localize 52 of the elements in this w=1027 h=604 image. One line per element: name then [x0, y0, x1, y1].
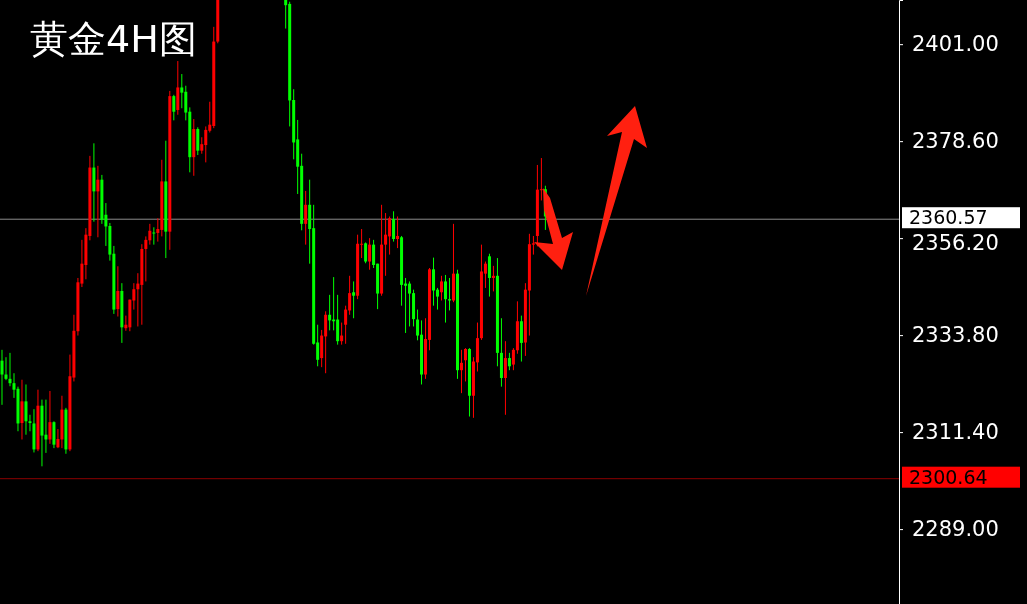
candlestick	[344, 305, 348, 345]
candlestick	[463, 347, 467, 382]
candlestick	[24, 383, 28, 436]
candlestick	[148, 223, 152, 246]
candlestick	[392, 210, 396, 243]
candlestick	[503, 340, 507, 416]
candlestick	[172, 94, 176, 121]
candlestick	[96, 165, 100, 238]
candlestick	[20, 379, 24, 440]
y-tick-label: 2378.60	[912, 129, 999, 154]
candlestick	[204, 125, 208, 163]
candlestick	[144, 235, 148, 282]
candlestick	[348, 275, 352, 316]
candlestick	[368, 237, 372, 271]
candlestick	[364, 241, 368, 264]
y-tick-label: 2289.00	[912, 517, 999, 542]
candlestick	[176, 60, 180, 116]
candlestick	[539, 157, 543, 201]
text: 黄金4H图	[30, 17, 197, 61]
candlestick	[48, 390, 52, 445]
candlestick	[304, 190, 308, 246]
candlestick	[440, 275, 444, 301]
candlestick	[511, 347, 515, 371]
candlestick	[152, 226, 156, 246]
candlestick	[320, 329, 324, 368]
candlestick	[196, 126, 200, 156]
candlestick	[408, 280, 412, 327]
ref-line-label: 2360.57	[909, 206, 988, 229]
candlestick	[336, 294, 340, 346]
candlestick	[444, 274, 447, 324]
ref-line-label: 2300.64	[909, 465, 988, 488]
candlestick	[180, 73, 184, 109]
candlestick	[352, 280, 356, 319]
candlestick	[459, 349, 463, 394]
candlestick	[519, 315, 523, 363]
candlestick	[388, 215, 392, 256]
candlestick	[491, 265, 495, 292]
candlestick	[396, 215, 400, 249]
candlestick	[52, 420, 56, 449]
candlestick	[384, 212, 388, 277]
y-tick-label: 2401.00	[912, 32, 999, 57]
candlestick	[132, 282, 136, 311]
y-tick-label: 2311.40	[912, 420, 999, 445]
candlestick	[0, 349, 4, 406]
candlestick	[432, 257, 436, 307]
candlestick	[116, 265, 120, 317]
candlestick	[92, 142, 96, 223]
candlestick	[324, 310, 328, 374]
y-tick-label: 2356.20	[912, 231, 999, 256]
y-tick-label: 2333.80	[912, 323, 999, 348]
candlestick	[8, 352, 12, 387]
candlestick	[487, 253, 491, 298]
